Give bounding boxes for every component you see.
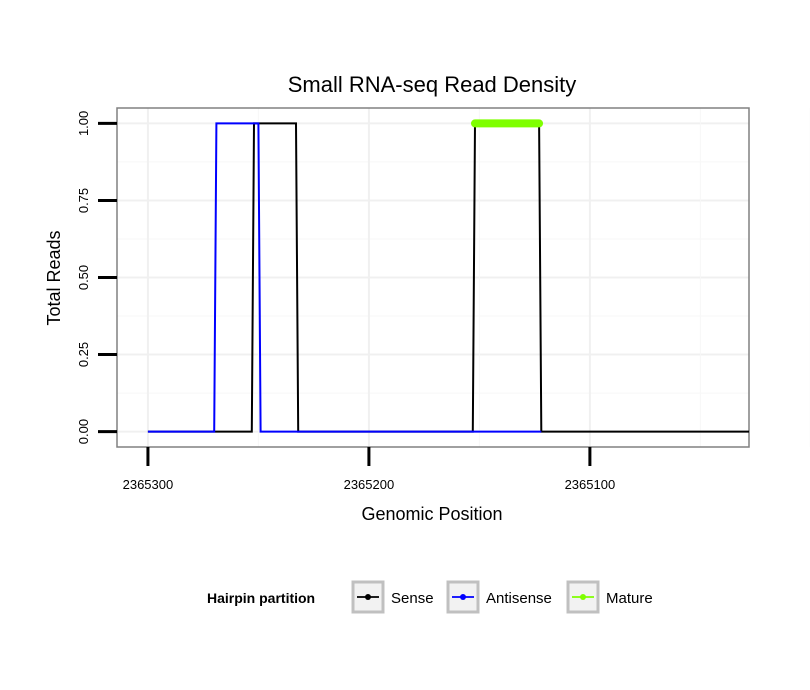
legend-dot-antisense bbox=[460, 594, 466, 600]
grid bbox=[117, 108, 810, 447]
y-axis-title: Total Reads bbox=[44, 230, 64, 325]
legend-item-mature: Mature bbox=[566, 580, 653, 614]
y-tick-label: 0.75 bbox=[76, 188, 91, 213]
x-axis-title: Genomic Position bbox=[361, 504, 502, 524]
legend-dot-sense bbox=[365, 594, 371, 600]
legend-label-mature: Mature bbox=[606, 590, 653, 607]
legend-dot-mature bbox=[580, 594, 586, 600]
legend-label-antisense: Antisense bbox=[486, 590, 552, 607]
series-line-antisense bbox=[147, 122, 542, 433]
y-tick-label: 0.25 bbox=[76, 342, 91, 367]
x-tick-label: 2365100 bbox=[565, 477, 616, 492]
legend: Hairpin partition Sense Antisense Mature bbox=[207, 580, 653, 614]
chart-title: Small RNA-seq Read Density bbox=[288, 72, 577, 97]
x-tick-label: 2365300 bbox=[123, 477, 174, 492]
y-tick-label: 0.00 bbox=[76, 419, 91, 444]
y-tick-label: 1.00 bbox=[76, 111, 91, 136]
series-layer bbox=[147, 119, 749, 433]
x-axis: 2365300 2365200 2365100 bbox=[123, 447, 616, 492]
legend-title: Hairpin partition bbox=[207, 590, 315, 606]
y-axis: 0.00 0.25 0.50 0.75 1.00 bbox=[76, 111, 117, 444]
legend-item-antisense: Antisense bbox=[446, 580, 552, 614]
x-tick-label: 2365200 bbox=[344, 477, 395, 492]
legend-item-sense: Sense bbox=[351, 580, 434, 614]
legend-label-sense: Sense bbox=[391, 590, 434, 607]
y-tick-label: 0.50 bbox=[76, 265, 91, 290]
